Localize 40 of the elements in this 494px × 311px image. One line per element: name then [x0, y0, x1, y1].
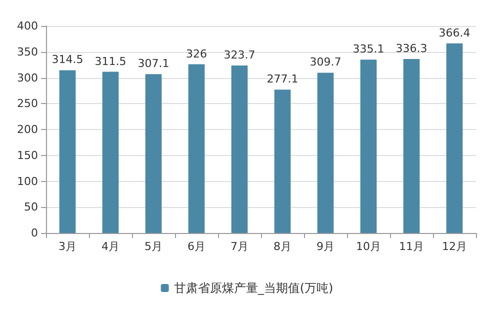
x-tick-label: 6月 [188, 240, 206, 253]
data-label: 326 [186, 47, 207, 60]
y-tick-label: 300 [17, 71, 38, 84]
y-tick-label: 350 [17, 45, 38, 58]
x-tick-label: 10月 [356, 240, 381, 253]
bar [446, 43, 463, 233]
bar [403, 58, 420, 233]
y-tick-label: 200 [17, 123, 38, 136]
bar [317, 72, 334, 233]
x-tick-label: 5月 [144, 240, 162, 253]
data-label: 309.7 [310, 56, 342, 69]
y-tick-label: 0 [31, 226, 38, 240]
legend-label: 甘肃省原煤产量_当期值(万吨) [174, 281, 334, 295]
x-tick-label: 8月 [274, 240, 292, 253]
data-label: 311.5 [94, 54, 126, 68]
bar [360, 60, 377, 233]
x-tick-label: 9月 [316, 240, 334, 253]
y-tick-label: 100 [17, 174, 38, 188]
x-tick-label: 11月 [399, 240, 424, 253]
data-label: 366.4 [438, 26, 470, 40]
y-tick-label: 250 [17, 97, 38, 110]
bar [274, 90, 291, 233]
x-tick-label: 12月 [442, 240, 467, 253]
data-label: 323.7 [224, 48, 256, 62]
data-label: 335.1 [352, 42, 384, 56]
data-label: 314.5 [52, 53, 84, 66]
bar [59, 70, 76, 233]
y-tick-label: 50 [24, 200, 38, 214]
y-tick-label: 400 [17, 20, 38, 32]
bar [102, 72, 119, 233]
x-tick-label: 7月 [230, 240, 248, 253]
bar [145, 74, 162, 233]
bar [231, 65, 248, 233]
y-tick-label: 150 [17, 148, 38, 162]
bar [188, 64, 205, 233]
x-tick-label: 3月 [58, 240, 76, 253]
x-tick-label: 4月 [102, 240, 120, 253]
data-label: 307.1 [138, 57, 170, 70]
data-label: 336.3 [396, 42, 428, 55]
data-label: 277.1 [266, 72, 298, 86]
